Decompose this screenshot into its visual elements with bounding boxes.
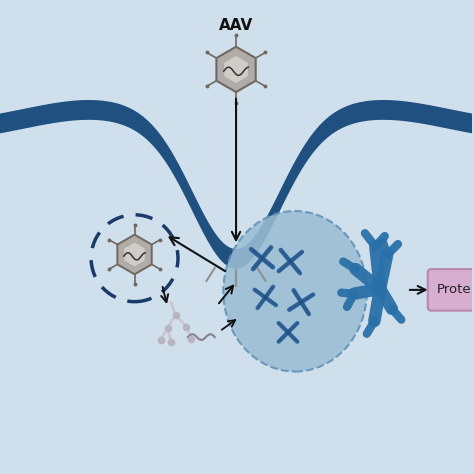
Polygon shape xyxy=(124,243,145,266)
Polygon shape xyxy=(0,100,474,269)
Polygon shape xyxy=(118,235,152,274)
FancyBboxPatch shape xyxy=(428,269,474,310)
Polygon shape xyxy=(217,47,255,92)
Text: AAV: AAV xyxy=(219,18,253,33)
Text: Prote: Prote xyxy=(437,283,471,296)
Ellipse shape xyxy=(223,211,367,372)
Polygon shape xyxy=(224,56,248,83)
